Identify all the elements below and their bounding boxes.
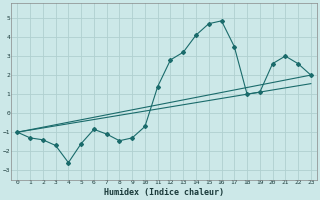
X-axis label: Humidex (Indice chaleur): Humidex (Indice chaleur)	[104, 188, 224, 197]
